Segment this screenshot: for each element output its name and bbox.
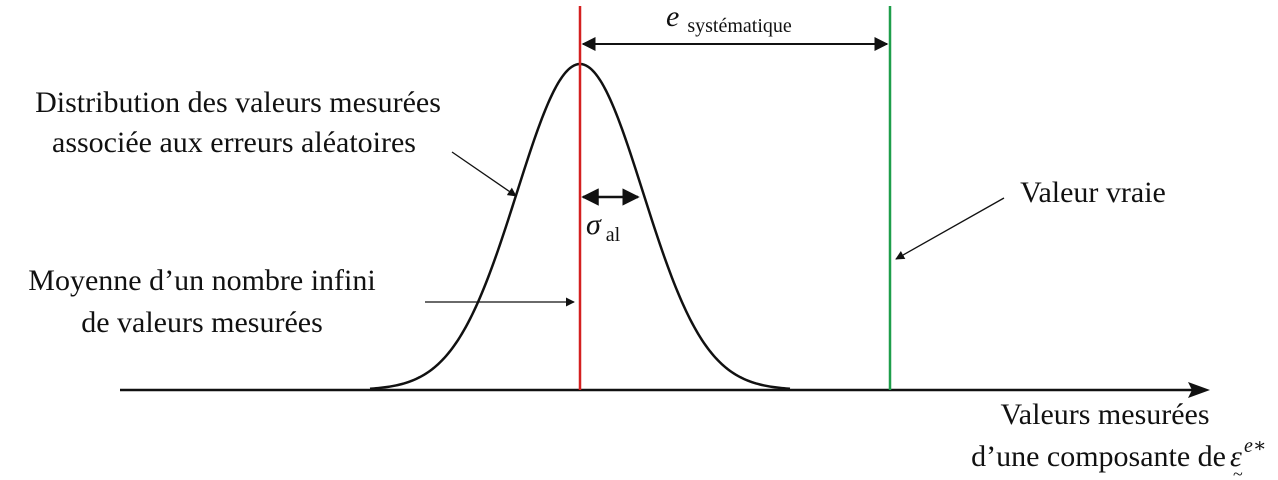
true-value-label: Valeur vraie xyxy=(1020,176,1166,209)
true-value-pointer-arrow xyxy=(895,197,1005,260)
systematic-error-label: e systématique xyxy=(666,0,792,37)
mean-label-line2: de valeurs mesurées xyxy=(81,306,323,339)
systematic-error-symbol: e xyxy=(666,0,679,33)
sigma-subscript: al xyxy=(606,224,621,246)
axis-label-line1: Valeurs mesurées xyxy=(1000,398,1209,431)
systematic-error-subscript: systématique xyxy=(687,15,792,37)
epsilon-superscript: e∗ xyxy=(1244,435,1266,457)
axis-label-line2: d’une composante de xyxy=(971,440,1226,473)
distribution-label-line1: Distribution des valeurs mesurées xyxy=(35,86,441,119)
sigma-symbol: σ xyxy=(586,208,602,241)
mean-label-line1: Moyenne d’un nombre infini xyxy=(28,264,375,297)
sigma-label: σ al xyxy=(586,208,621,246)
epsilon-symbol: ε xyxy=(1230,440,1242,473)
epsilon-undertilde: ~ xyxy=(1233,464,1243,480)
distribution-label-line2: associée aux erreurs aléatoires xyxy=(52,126,416,159)
x-axis-arrowhead xyxy=(1188,382,1210,398)
distribution-pointer-arrow xyxy=(451,151,517,197)
